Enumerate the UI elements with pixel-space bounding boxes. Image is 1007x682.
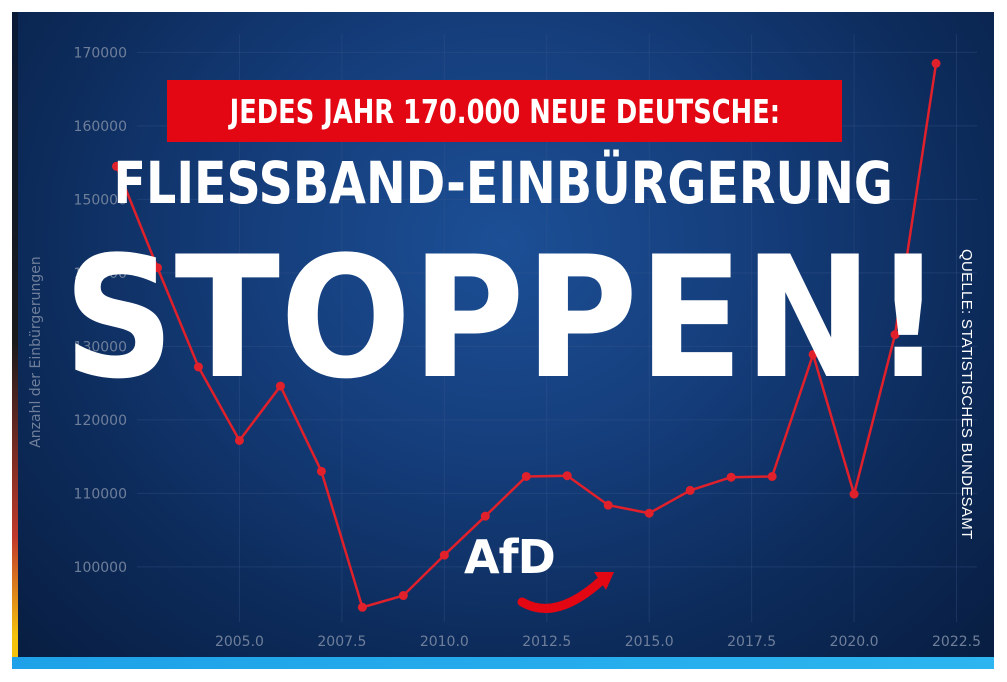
logo-text: AfD <box>464 530 556 584</box>
x-tick-label: 2020.0 <box>830 634 879 650</box>
data-point <box>275 381 285 391</box>
data-point <box>480 511 490 521</box>
y-tick-label: 130000 <box>74 339 127 355</box>
data-point <box>112 161 122 171</box>
data-point <box>644 508 654 518</box>
x-tick-label: 2005.0 <box>215 634 264 650</box>
source-credit: QUELLE: STATISTISCHES BUNDESAMT <box>958 249 975 540</box>
title-line-2: STOPPEN! <box>12 234 994 402</box>
data-point <box>398 591 408 601</box>
data-point <box>726 472 736 482</box>
afd-logo: AfD <box>464 530 624 620</box>
data-point <box>890 330 900 340</box>
y-axis-label: Anzahl der Einbürgerungen <box>28 256 44 448</box>
logo-swoosh-arrow-icon <box>517 572 614 613</box>
data-point <box>521 471 531 481</box>
headline-text: JEDES JAHR 170.000 NEUE DEUTSCHE: <box>229 91 780 131</box>
y-tick-label: 100000 <box>74 560 127 576</box>
title-line-1-text: FLIESSBAND-EINBÜRGERUNG <box>113 149 893 217</box>
x-tick-label: 2015.0 <box>625 634 674 650</box>
x-axis-ticks: 2005.0 2007.5 2010.0 2012.5 2015.0 2017.5 2020… <box>215 634 981 650</box>
data-point <box>316 466 326 476</box>
y-tick-label: 160000 <box>74 119 127 135</box>
poster: 100000 110000 120000 130000 140000 150000 1600… <box>12 12 994 669</box>
data-point <box>767 471 777 481</box>
y-tick-label: 120000 <box>74 413 127 429</box>
y-tick-label: 140000 <box>74 266 127 282</box>
bottom-accent-bar <box>12 657 994 669</box>
data-point <box>603 500 613 510</box>
y-axis-ticks: 100000 110000 120000 130000 140000 150000 1600… <box>74 45 127 576</box>
x-tick-label: 2007.5 <box>317 634 366 650</box>
data-point <box>562 471 572 481</box>
y-tick-label: 170000 <box>74 45 127 61</box>
x-tick-label: 2010.0 <box>420 634 469 650</box>
chart-series <box>112 58 941 612</box>
data-point <box>357 602 367 612</box>
data-point <box>152 263 162 273</box>
data-point <box>234 435 244 445</box>
data-point <box>849 489 859 499</box>
data-point <box>193 362 203 372</box>
y-tick-label: 110000 <box>74 486 127 502</box>
headline-banner: JEDES JAHR 170.000 NEUE DEUTSCHE: <box>167 80 842 142</box>
y-tick-label: 150000 <box>74 192 127 208</box>
data-point <box>439 550 449 560</box>
title-line-2-text: STOPPEN! <box>62 220 944 416</box>
title-line-1: FLIESSBAND-EINBÜRGERUNG <box>12 154 994 212</box>
data-point <box>808 349 818 359</box>
left-color-stripe <box>12 12 18 669</box>
data-point <box>685 485 695 495</box>
x-tick-label: 2017.5 <box>727 634 776 650</box>
data-point <box>931 58 941 68</box>
x-tick-label: 2012.5 <box>522 634 571 650</box>
x-tick-label: 2022.5 <box>932 634 981 650</box>
